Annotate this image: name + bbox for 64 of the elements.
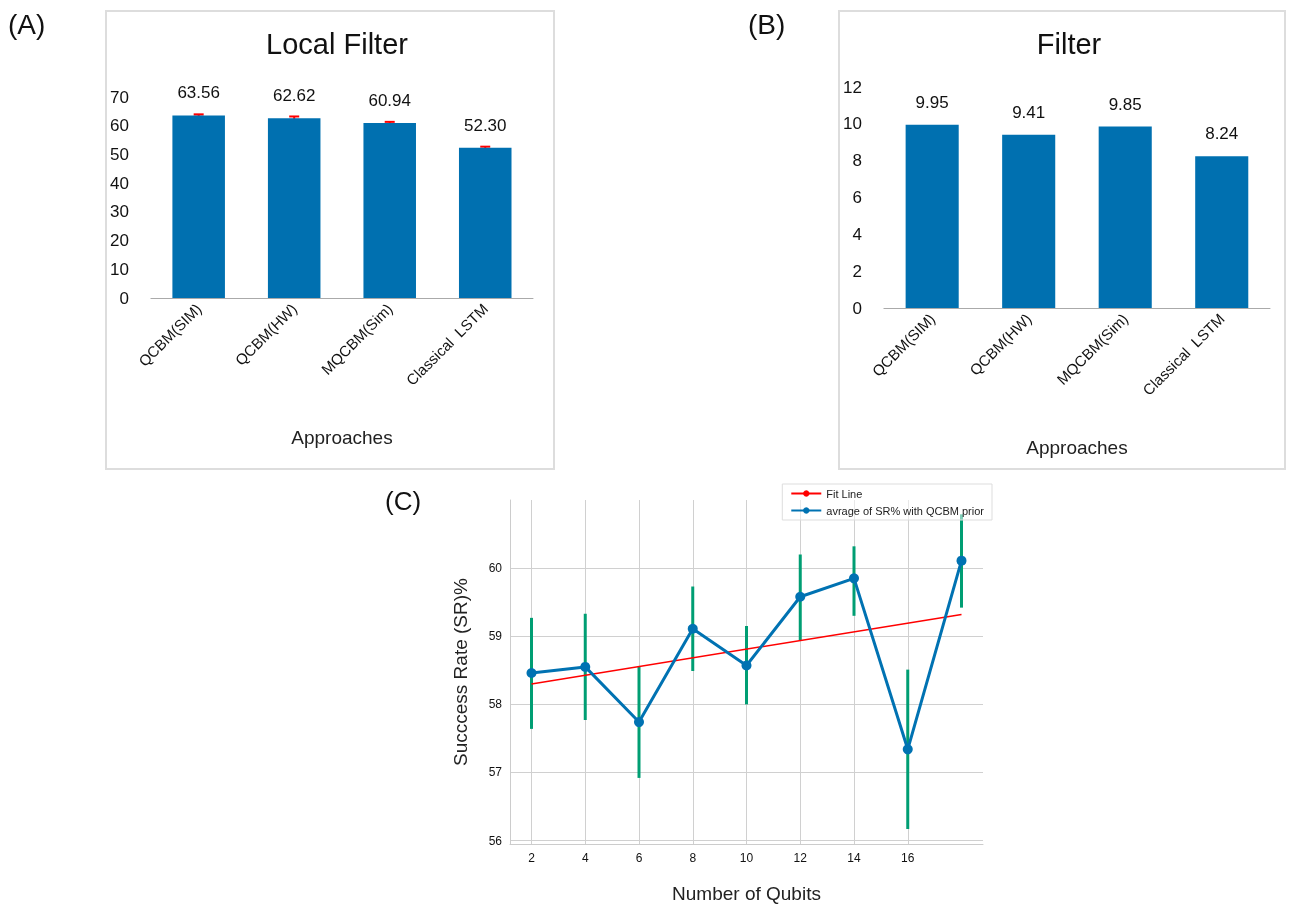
bar [1195, 156, 1249, 308]
bar [458, 147, 512, 298]
y-tick-label: 56 [488, 833, 503, 848]
point [795, 591, 806, 602]
x-tick-label: 16 [901, 851, 915, 865]
y-tick-label: 6 [852, 188, 862, 207]
y-tick-label: 59 [488, 629, 503, 644]
legend-label: Fit Line [826, 487, 863, 500]
bar [905, 124, 959, 308]
text: 62.62 [272, 86, 316, 106]
y-tick-label: 57 [488, 765, 503, 780]
bar [267, 118, 321, 298]
text: (A) [8, 9, 46, 41]
chart-title: Local Filter [266, 27, 409, 60]
point [634, 717, 644, 728]
text: 52.30 [463, 115, 507, 135]
y-tick-label: 40 [109, 173, 129, 193]
x-tick-label: 6 [635, 851, 643, 865]
y-tick-label: 0 [119, 288, 129, 308]
x-axis-title: Number of Qubits [672, 883, 821, 904]
legend-label: avrage of SR% with QCBM prior [826, 504, 985, 517]
text: 63.56 [177, 83, 220, 103]
y-tick-label: 4 [852, 224, 862, 244]
y-tick-label: 0 [852, 298, 862, 318]
y-tick-label: 70 [109, 87, 129, 107]
text: (B) [748, 9, 786, 41]
data-label: 9.41 [1012, 102, 1046, 122]
x-tick-label: 12 [793, 851, 808, 865]
chart-title: Filter [1036, 27, 1102, 60]
point [849, 573, 859, 584]
y-tick-label: 2 [852, 261, 862, 281]
bar [1098, 126, 1152, 308]
y-tick-label: 12 [842, 77, 862, 97]
y-tick-label: 30 [109, 202, 129, 222]
y-tick-label: 58 [488, 697, 503, 712]
point [902, 744, 913, 755]
text: (C) [385, 486, 422, 516]
x-tick-label: 8 [689, 851, 697, 865]
y-tick-label: 60 [109, 116, 129, 136]
data-label: 9.95 [915, 92, 949, 112]
x-tick-label: 14 [847, 851, 861, 865]
y-tick-label: 50 [109, 144, 129, 164]
bar [363, 123, 416, 298]
y-tick-label: 10 [842, 114, 862, 134]
data-label: 9.85 [1108, 94, 1142, 114]
y-tick-label: 10 [109, 259, 129, 279]
data-label: 8.24 [1205, 124, 1239, 144]
point [580, 661, 591, 672]
x-tick-label: 2 [528, 851, 536, 865]
y-axis-title: Succcess Rate (SR)% [450, 577, 471, 766]
point [956, 555, 967, 566]
x-tick-label: 10 [739, 851, 754, 865]
y-tick-label: 8 [852, 151, 862, 171]
point [526, 668, 537, 679]
bar [1002, 134, 1056, 308]
point [741, 660, 752, 671]
x-axis-title: Approaches [291, 427, 393, 448]
y-tick-label: 20 [109, 231, 129, 251]
x-tick-label: 4 [581, 851, 589, 865]
point [687, 623, 698, 634]
y-tick-label: 60 [488, 561, 503, 576]
x-axis-title: Approaches [1026, 437, 1128, 458]
text: 60.94 [368, 91, 411, 111]
bar [172, 115, 225, 298]
